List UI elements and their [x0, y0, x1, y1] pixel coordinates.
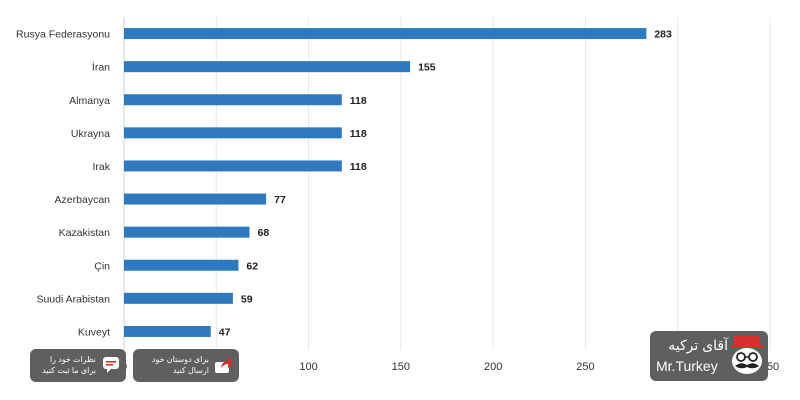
comment-text: نظرات خود را برای ما ثبت کنید — [38, 354, 96, 376]
x-tick-label: 250 — [576, 361, 594, 373]
value-labels: 283 155 118 118 118 77 68 62 59 47 — [219, 29, 672, 339]
x-tick-label: 150 — [392, 361, 410, 373]
logo-english-text: Mr.Turkey — [656, 358, 718, 374]
value-label: 59 — [241, 293, 253, 305]
bar — [124, 292, 233, 304]
category-label: Ukrayna — [71, 128, 110, 140]
mustache-face-icon — [730, 336, 764, 374]
share-arrow-icon — [215, 357, 233, 373]
bar — [124, 226, 250, 238]
category-label: Azerbaycan — [55, 194, 111, 206]
comment-badge[interactable]: نظرات خود را برای ما ثبت کنید — [30, 349, 126, 382]
bar — [124, 94, 342, 106]
category-label: Almanya — [69, 95, 110, 107]
category-label: Kazakistan — [59, 227, 111, 239]
category-label: Suudi Arabistan — [36, 293, 110, 305]
bar — [124, 193, 267, 205]
bar — [124, 61, 411, 73]
share-text: برای دوستان خود ارسال کنید — [141, 354, 209, 376]
bar — [124, 28, 647, 40]
category-labels: Rusya Federasyonu İran Almanya Ukrayna Irak A… — [16, 29, 111, 339]
category-label: Rusya Federasyonu — [16, 29, 110, 41]
value-label: 155 — [418, 62, 436, 74]
value-label: 118 — [350, 161, 367, 173]
bar — [124, 259, 239, 271]
value-label: 118 — [350, 95, 367, 107]
category-label: Irak — [92, 161, 110, 173]
value-label: 68 — [258, 227, 270, 239]
x-tick-label: 100 — [299, 361, 317, 373]
category-label: İran — [92, 61, 110, 74]
value-label: 62 — [246, 260, 258, 272]
x-tick-label: 200 — [484, 361, 502, 373]
value-label: 118 — [350, 128, 367, 140]
brand-logo: آقای ترکیه Mr.Turkey — [650, 331, 768, 381]
comment-text-line-1: نظرات خود را — [49, 355, 96, 364]
category-label: Çin — [94, 260, 110, 272]
value-label: 77 — [274, 194, 286, 206]
share-text-line-1: برای دوستان خود — [151, 355, 209, 364]
logo-persian-text: آقای ترکیه — [668, 337, 728, 353]
share-badge[interactable]: برای دوستان خود ارسال کنید — [133, 349, 239, 382]
comment-text-line-2: برای ما ثبت کنید — [42, 366, 96, 375]
bars — [124, 28, 647, 337]
share-text-line-2: ارسال کنید — [172, 366, 209, 375]
value-label: 283 — [654, 29, 672, 41]
value-label: 47 — [219, 326, 231, 338]
category-label: Kuveyt — [78, 326, 110, 338]
bar — [124, 127, 342, 139]
chat-bubble-icon — [103, 357, 119, 373]
grid-lines — [123, 17, 771, 350]
bar — [124, 160, 342, 172]
bar — [124, 325, 211, 337]
